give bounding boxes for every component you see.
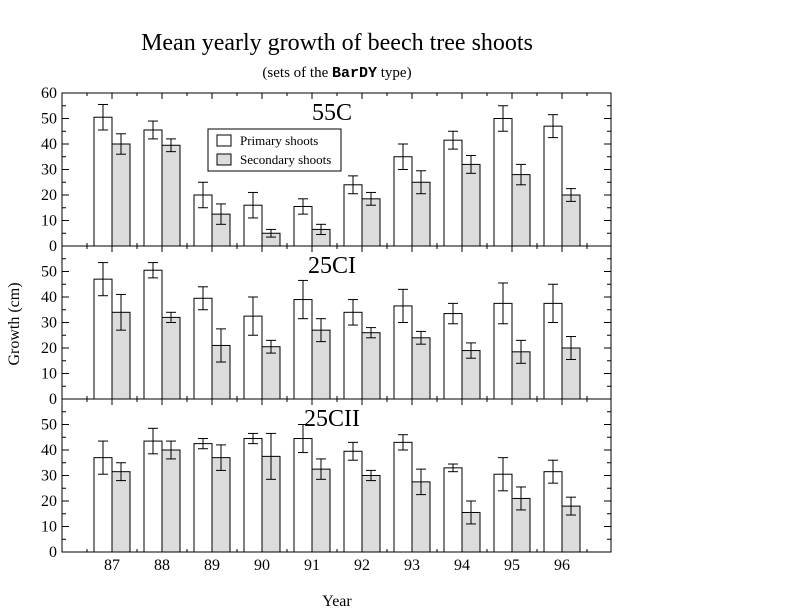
legend-swatch-secondary — [216, 153, 232, 166]
bar-primary — [143, 440, 163, 553]
x-tick-label: 91 — [304, 557, 320, 574]
bar-secondary — [311, 468, 331, 553]
y-tick-label: 10 — [41, 213, 57, 230]
panel-label-2: 25CI — [308, 253, 356, 279]
bar-secondary — [361, 475, 381, 553]
bar-primary — [243, 438, 263, 553]
bar-primary — [543, 471, 563, 553]
y-tick-label: 40 — [41, 289, 57, 306]
y-tick-label: 40 — [41, 136, 57, 153]
bar-primary — [293, 438, 313, 553]
y-tick-label: 20 — [41, 340, 57, 357]
panel-label-3: 25CII — [304, 406, 360, 432]
x-axis-label: Year — [322, 593, 352, 610]
bar-secondary — [361, 198, 381, 247]
bar-primary — [543, 125, 563, 247]
subtitle-prefix: (sets of the — [262, 65, 332, 81]
bar-secondary — [461, 163, 481, 247]
bar-primary — [93, 116, 113, 247]
legend-label: Primary shoots — [240, 133, 318, 148]
x-tick-label: 96 — [554, 557, 570, 574]
x-tick-label: 89 — [204, 557, 220, 574]
bar-primary — [143, 129, 163, 247]
y-tick-label: 20 — [41, 187, 57, 204]
y-tick-label: 50 — [41, 417, 57, 434]
bar-primary — [493, 118, 513, 247]
y-tick-label: 30 — [41, 315, 57, 332]
y-tick-label: 40 — [41, 442, 57, 459]
y-axis-label: Growth (cm) — [6, 282, 23, 365]
x-tick-label: 87 — [104, 557, 120, 574]
subtitle-suffix: type) — [377, 65, 412, 81]
bar-secondary — [161, 449, 181, 553]
y-tick-label: 0 — [49, 238, 57, 255]
bar-secondary — [411, 337, 431, 400]
y-tick-label: 20 — [41, 493, 57, 510]
x-tick-label: 94 — [454, 557, 470, 574]
plot-area: 0 10 20 30 40 50 60 55C 0 10 20 30 40 50 25CI 0 10 20 30 40… — [41, 85, 612, 574]
y-tick-label: 10 — [41, 519, 57, 536]
subtitle-code: BarDY — [332, 65, 377, 82]
y-tick-label: 30 — [41, 468, 57, 485]
y-tick-label: 10 — [41, 366, 57, 383]
bar-primary — [143, 269, 163, 400]
bar-secondary — [161, 144, 181, 247]
legend: Primary shoots Secondary shoots — [207, 128, 342, 172]
chart-subtitle: (sets of the BarDY type) — [262, 65, 411, 82]
y-tick-label: 50 — [41, 264, 57, 281]
bar-secondary — [111, 471, 131, 553]
bar-primary — [343, 450, 363, 553]
legend-label: Secondary shoots — [240, 152, 331, 167]
bar-primary — [443, 313, 463, 400]
x-tick-label: 92 — [354, 557, 370, 574]
bar-primary — [93, 278, 113, 400]
y-tick-label: 30 — [41, 162, 57, 179]
bar-primary — [393, 441, 413, 553]
bar-secondary — [211, 457, 231, 553]
y-tick-label: 50 — [41, 111, 57, 128]
bar-secondary — [511, 174, 531, 247]
chart-title: Mean yearly growth of beech tree shoots — [141, 30, 533, 56]
bar-primary — [393, 156, 413, 247]
bar-primary — [193, 443, 213, 553]
bar-primary — [443, 139, 463, 247]
y-tick-label: 0 — [49, 391, 57, 408]
x-tick-label: 88 — [154, 557, 170, 574]
bar-secondary — [561, 194, 581, 247]
bar-secondary — [261, 346, 281, 400]
panel-label-1: 55C — [312, 100, 352, 126]
bar-secondary — [161, 316, 181, 400]
x-tick-label: 90 — [254, 557, 270, 574]
x-tick-label: 95 — [504, 557, 520, 574]
bar-primary — [193, 297, 213, 400]
bar-primary — [443, 467, 463, 553]
y-tick-label: 0 — [49, 544, 57, 561]
x-tick-label: 93 — [404, 557, 420, 574]
legend-swatch-primary — [216, 134, 232, 147]
bar-secondary — [111, 143, 131, 247]
bar-secondary — [361, 332, 381, 400]
y-tick-label: 60 — [41, 85, 57, 102]
